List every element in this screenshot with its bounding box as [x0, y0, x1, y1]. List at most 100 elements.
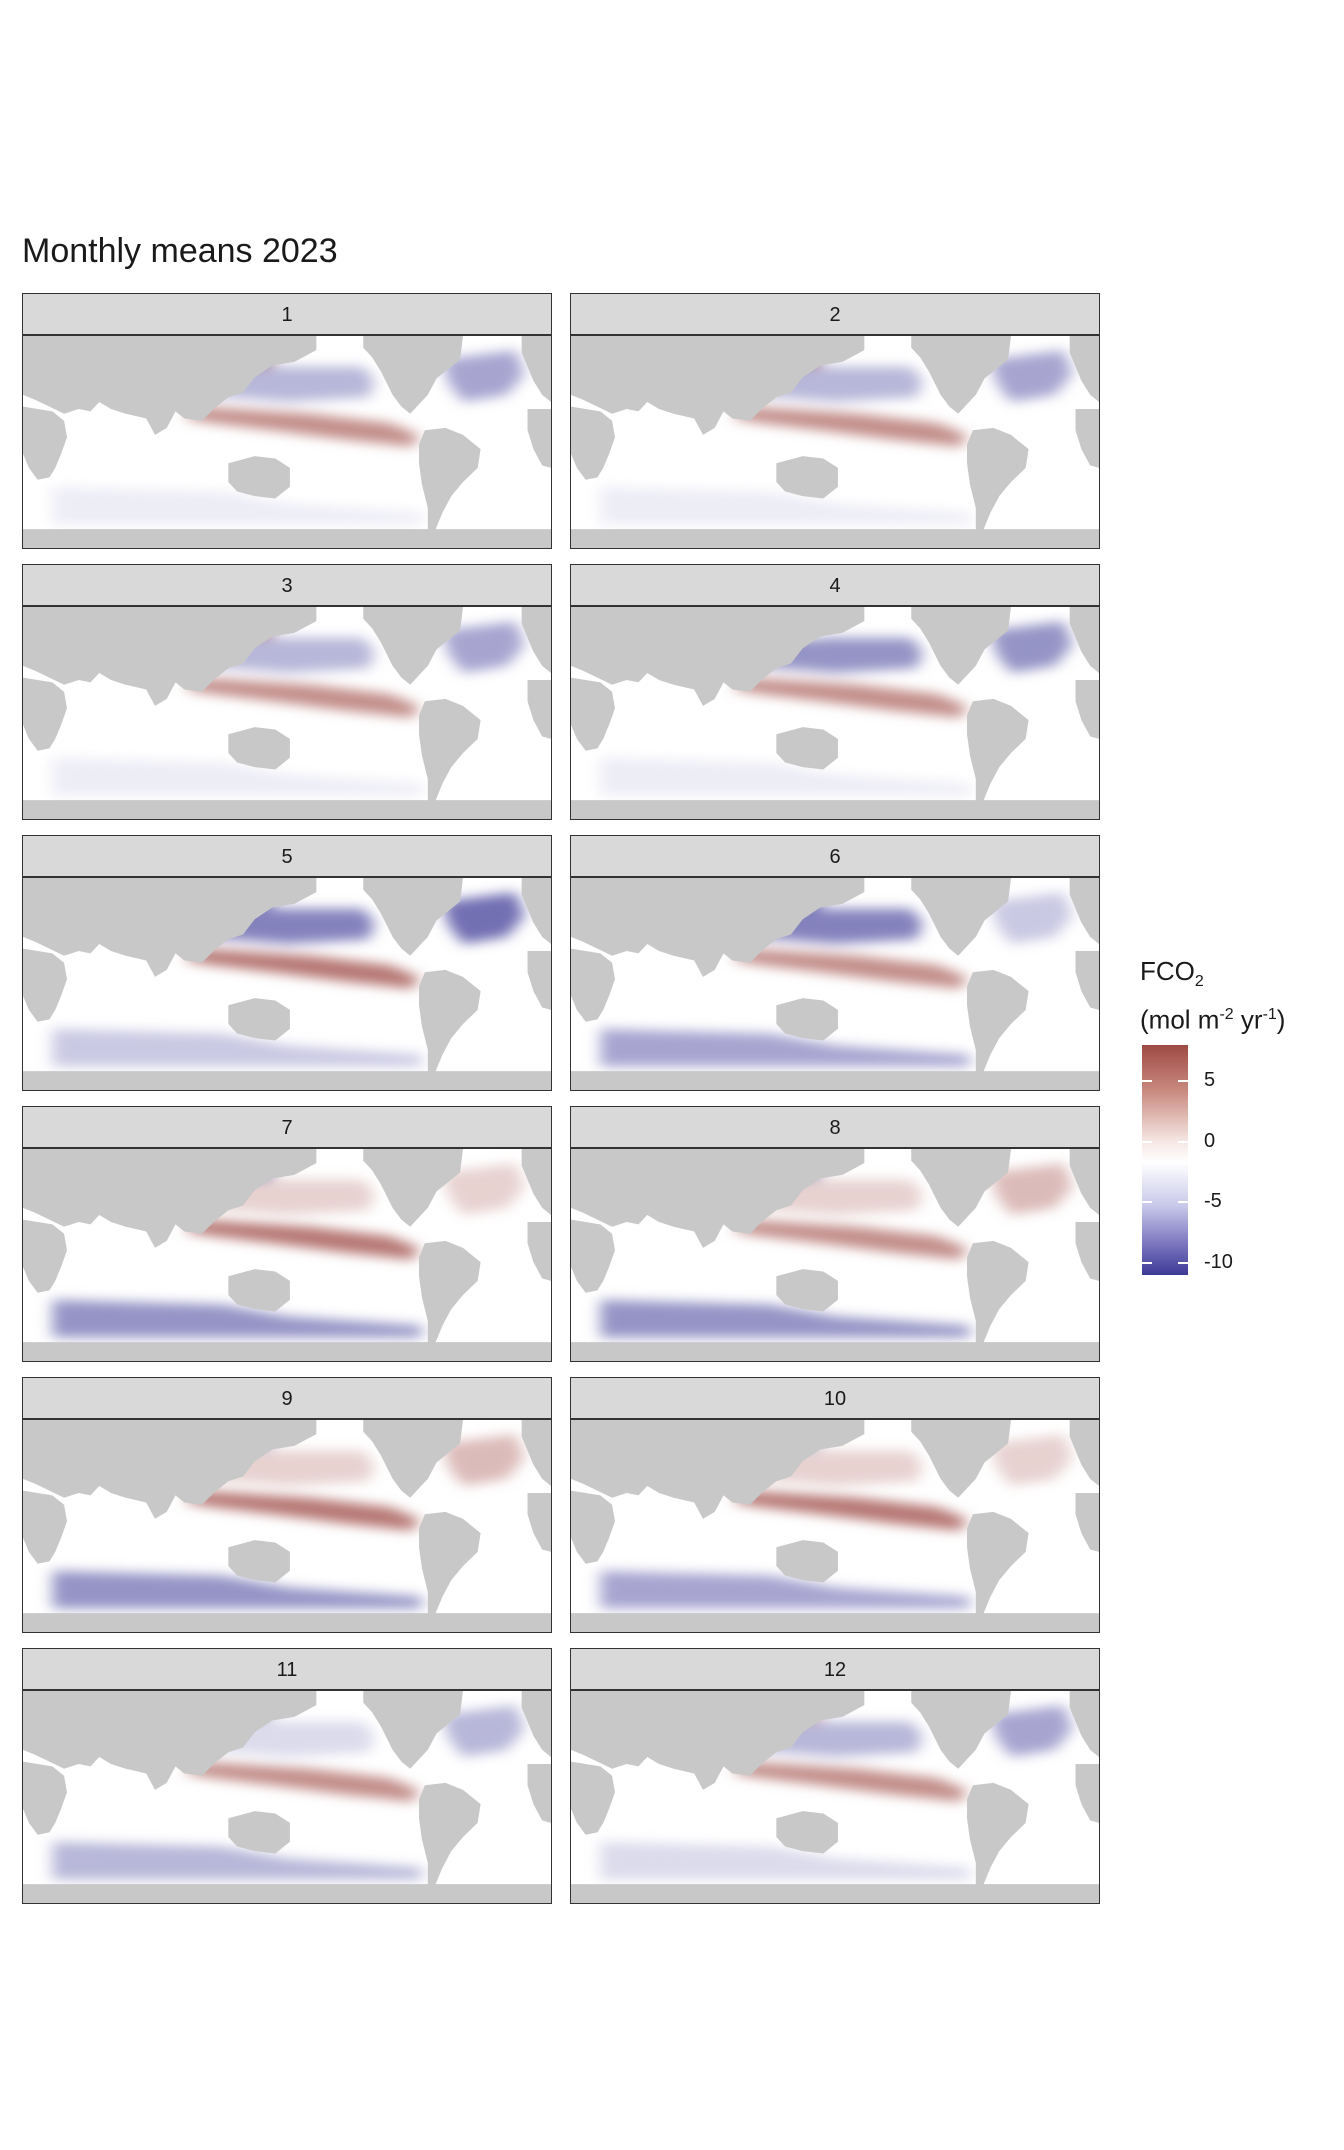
land-africa-west	[1075, 951, 1099, 1010]
facet-strip-label: 6	[570, 835, 1100, 878]
land-africa	[23, 1761, 67, 1835]
flux-region-n-atlantic	[442, 892, 525, 944]
facet-panel-month-3: 3	[22, 564, 552, 820]
land-africa-west	[1075, 1764, 1099, 1823]
land-north-america	[911, 336, 1011, 414]
land-asia	[23, 1149, 317, 1248]
land-asia	[23, 1691, 317, 1790]
facet-map	[22, 336, 552, 549]
facet-panel-month-4: 4	[570, 564, 1100, 820]
flux-region-eq-pacific	[184, 406, 419, 447]
land-europe	[521, 1691, 551, 1757]
flux-region-n-atlantic	[990, 892, 1073, 944]
land-africa	[571, 1490, 615, 1564]
land-south-america	[967, 427, 1029, 534]
map-svg	[571, 1420, 1099, 1632]
flux-region-eq-pacific	[184, 948, 419, 989]
land-australia	[776, 998, 838, 1041]
flux-region-eq-pacific	[732, 406, 967, 447]
land-africa	[571, 948, 615, 1022]
land-africa-west	[527, 1222, 551, 1281]
legend-title: FCO2 (mol m-2 yr-1)	[1140, 955, 1340, 1037]
land-africa	[23, 1219, 67, 1293]
land-europe	[1069, 607, 1099, 673]
flux-region-eq-pacific	[732, 948, 967, 989]
facet-strip-label: 3	[22, 564, 552, 607]
land-antarctica	[23, 1613, 551, 1632]
land-australia	[228, 1540, 290, 1583]
flux-region-s-ocean	[600, 486, 970, 525]
color-legend: FCO2 (mol m-2 yr-1) 5 0 -5 -10	[1140, 955, 1340, 1275]
facet-map	[570, 1691, 1100, 1904]
land-asia	[23, 607, 317, 706]
land-north-america	[363, 878, 463, 956]
flux-region-n-atlantic	[990, 1434, 1073, 1486]
facet-strip-label: 12	[570, 1648, 1100, 1691]
facet-strip-label: 10	[570, 1377, 1100, 1420]
flux-region-s-ocean	[600, 1841, 970, 1880]
land-asia	[571, 607, 865, 706]
facet-panel-month-2: 2	[570, 293, 1100, 549]
map-svg	[23, 1691, 551, 1903]
flux-region-n-atlantic	[442, 350, 525, 402]
map-svg	[23, 607, 551, 819]
land-antarctica	[571, 1071, 1099, 1090]
land-asia	[571, 1691, 865, 1790]
land-south-america	[419, 698, 481, 805]
facet-strip-label: 8	[570, 1106, 1100, 1149]
land-north-america	[911, 1420, 1011, 1498]
map-svg	[23, 1149, 551, 1361]
facet-panel-month-9: 9	[22, 1377, 552, 1633]
flux-region-eq-pacific	[732, 677, 967, 718]
land-europe	[521, 607, 551, 673]
legend-tick-mark	[1142, 1201, 1152, 1204]
land-europe	[1069, 1420, 1099, 1486]
facet-map	[22, 1420, 552, 1633]
map-svg	[571, 607, 1099, 819]
map-svg	[571, 878, 1099, 1090]
land-antarctica	[23, 1342, 551, 1361]
map-svg	[571, 336, 1099, 548]
land-south-america	[419, 427, 481, 534]
flux-region-n-atlantic	[990, 1705, 1073, 1757]
land-europe	[521, 1420, 551, 1486]
legend-title-main: FCO	[1140, 956, 1195, 986]
map-svg	[23, 1420, 551, 1632]
flux-region-s-ocean	[600, 757, 970, 796]
flux-region-s-ocean	[52, 1028, 422, 1067]
land-asia	[571, 1149, 865, 1248]
legend-tick-label: 5	[1204, 1069, 1216, 1092]
flux-region-s-ocean	[600, 1299, 970, 1338]
land-antarctica	[571, 800, 1099, 819]
facet-strip-label: 9	[22, 1377, 552, 1420]
land-antarctica	[23, 529, 551, 548]
land-australia	[776, 1811, 838, 1854]
flux-region-n-atlantic	[990, 1163, 1073, 1215]
flux-region-n-atlantic	[990, 350, 1073, 402]
land-europe	[1069, 336, 1099, 402]
flux-region-eq-pacific	[732, 1761, 967, 1802]
land-australia	[228, 456, 290, 499]
flux-region-eq-pacific	[184, 677, 419, 718]
land-north-america	[911, 1691, 1011, 1769]
land-africa	[571, 1219, 615, 1293]
land-antarctica	[571, 1884, 1099, 1903]
land-north-america	[363, 607, 463, 685]
map-svg	[23, 336, 551, 548]
facet-panel-month-10: 10	[570, 1377, 1100, 1633]
facet-panel-month-1: 1	[22, 293, 552, 549]
legend-tick-mark	[1142, 1080, 1152, 1083]
legend-units-a: (mol m	[1140, 1004, 1220, 1035]
land-africa-west	[1075, 1222, 1099, 1281]
map-svg	[23, 878, 551, 1090]
facet-panel-month-8: 8	[570, 1106, 1100, 1362]
land-antarctica	[23, 1884, 551, 1903]
land-north-america	[911, 878, 1011, 956]
land-north-america	[911, 607, 1011, 685]
land-australia	[776, 1540, 838, 1583]
legend-tick-mark	[1178, 1261, 1188, 1264]
land-antarctica	[571, 1342, 1099, 1361]
flux-region-eq-pacific	[184, 1761, 419, 1802]
map-svg	[571, 1149, 1099, 1361]
land-africa	[571, 406, 615, 480]
